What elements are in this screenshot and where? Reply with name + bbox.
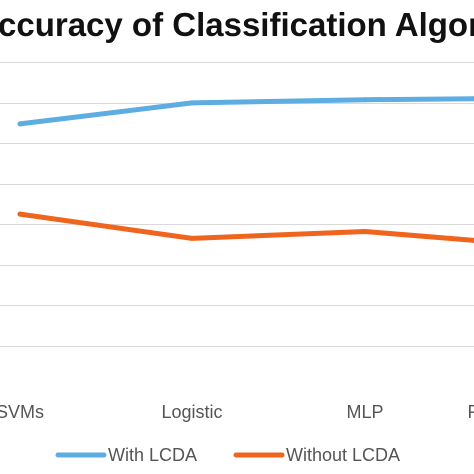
data-point-with-lcda-logistic: [189, 100, 195, 106]
chart-title: ccuracy of Classification Algorith: [0, 6, 474, 52]
x-tick-label-mlp: MLP: [346, 402, 383, 422]
data-point-without-lcda-logistic: [189, 235, 195, 241]
chart-title-text: ccuracy of Classification Algorith: [0, 6, 474, 43]
x-tick-label-svms: SVMs: [0, 402, 44, 422]
gridlines: [0, 62, 474, 347]
legend: With LCDA Without LCDA: [55, 445, 400, 465]
data-point-with-lcda-svms: [17, 121, 23, 127]
data-point-with-lcda-mlp: [362, 97, 368, 103]
series-line-without-lcda: [17, 211, 474, 243]
legend-label-without-lcda: Without LCDA: [286, 445, 400, 465]
series-line-with-lcda: [17, 96, 474, 127]
series-lines: [17, 96, 474, 243]
legend-label-with-lcda: With LCDA: [108, 445, 197, 465]
data-point-without-lcda-svms: [17, 211, 23, 217]
x-axis-tick-labels: SVMs Logistic MLP R: [0, 402, 474, 422]
data-point-with-lcda-r: [471, 96, 474, 102]
x-tick-label-r: R: [468, 402, 474, 422]
x-tick-label-logistic: Logistic: [161, 402, 222, 422]
data-point-without-lcda-mlp: [362, 229, 368, 234]
data-point-without-lcda-r: [471, 237, 474, 243]
